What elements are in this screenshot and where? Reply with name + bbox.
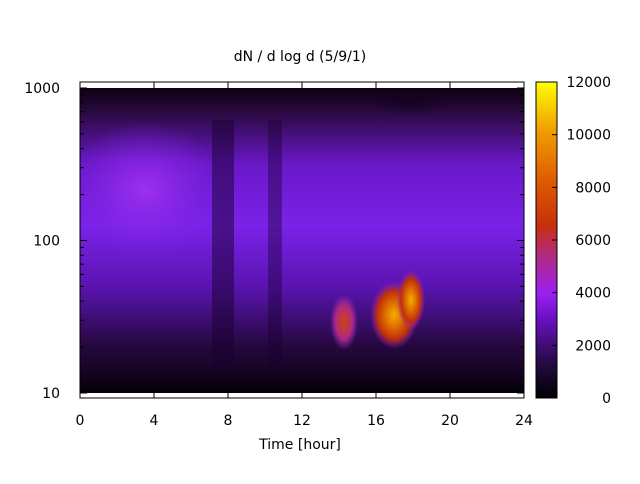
- dark-gap-region: [268, 120, 282, 370]
- colorbar-tick-label: 2000: [575, 338, 611, 354]
- x-tick-label: 12: [293, 413, 311, 429]
- colorbar-tick-label: 6000: [575, 233, 611, 249]
- secondary-peak: [330, 294, 358, 350]
- heatmap: [80, 88, 524, 393]
- x-tick-label: 24: [515, 413, 533, 429]
- x-axis-label: Time [hour]: [258, 437, 341, 453]
- dark-patch: [370, 88, 450, 115]
- dark-gap-region: [212, 120, 234, 370]
- colorbar-tick-label: 8000: [575, 180, 611, 196]
- colorbar-tick-label: 12000: [566, 75, 611, 91]
- y-tick-label: 10: [42, 386, 60, 402]
- x-tick-label: 4: [150, 413, 159, 429]
- y-tick-label: 1000: [24, 81, 60, 97]
- x-tick-label: 0: [76, 413, 85, 429]
- bottom-dark-band: [80, 385, 524, 393]
- y-axis: 10 100 1000: [24, 81, 524, 402]
- colorbar-tick-label: 10000: [566, 128, 611, 144]
- colorbar-tick-label: 4000: [575, 286, 611, 302]
- colorbar-axis: 0 2000 4000 6000 8000 10000 12000: [552, 75, 611, 407]
- chart-title: dN / d log d (5/9/1): [234, 49, 367, 65]
- colorbar-tick-label: 0: [602, 391, 611, 407]
- x-tick-label: 20: [441, 413, 459, 429]
- y-tick-label: 100: [33, 234, 60, 250]
- background-band: [80, 120, 225, 260]
- x-axis: 0 4 8 12 16 20 24: [76, 82, 533, 429]
- main-peak: [397, 270, 425, 330]
- x-tick-label: 16: [367, 413, 385, 429]
- x-tick-label: 8: [224, 413, 233, 429]
